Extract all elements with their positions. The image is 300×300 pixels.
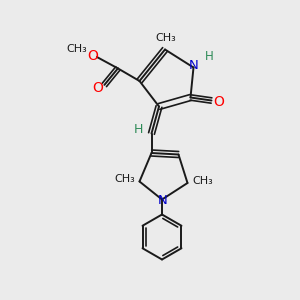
Text: CH₃: CH₃ — [66, 44, 87, 54]
Text: N: N — [189, 58, 199, 72]
Text: CH₃: CH₃ — [192, 176, 213, 186]
Text: O: O — [92, 82, 103, 95]
Text: N: N — [158, 194, 167, 208]
Text: CH₃: CH₃ — [155, 33, 176, 43]
Text: H: H — [205, 50, 214, 63]
Text: CH₃: CH₃ — [114, 174, 135, 184]
Text: O: O — [87, 50, 98, 63]
Text: O: O — [213, 95, 224, 109]
Text: H: H — [134, 123, 144, 136]
